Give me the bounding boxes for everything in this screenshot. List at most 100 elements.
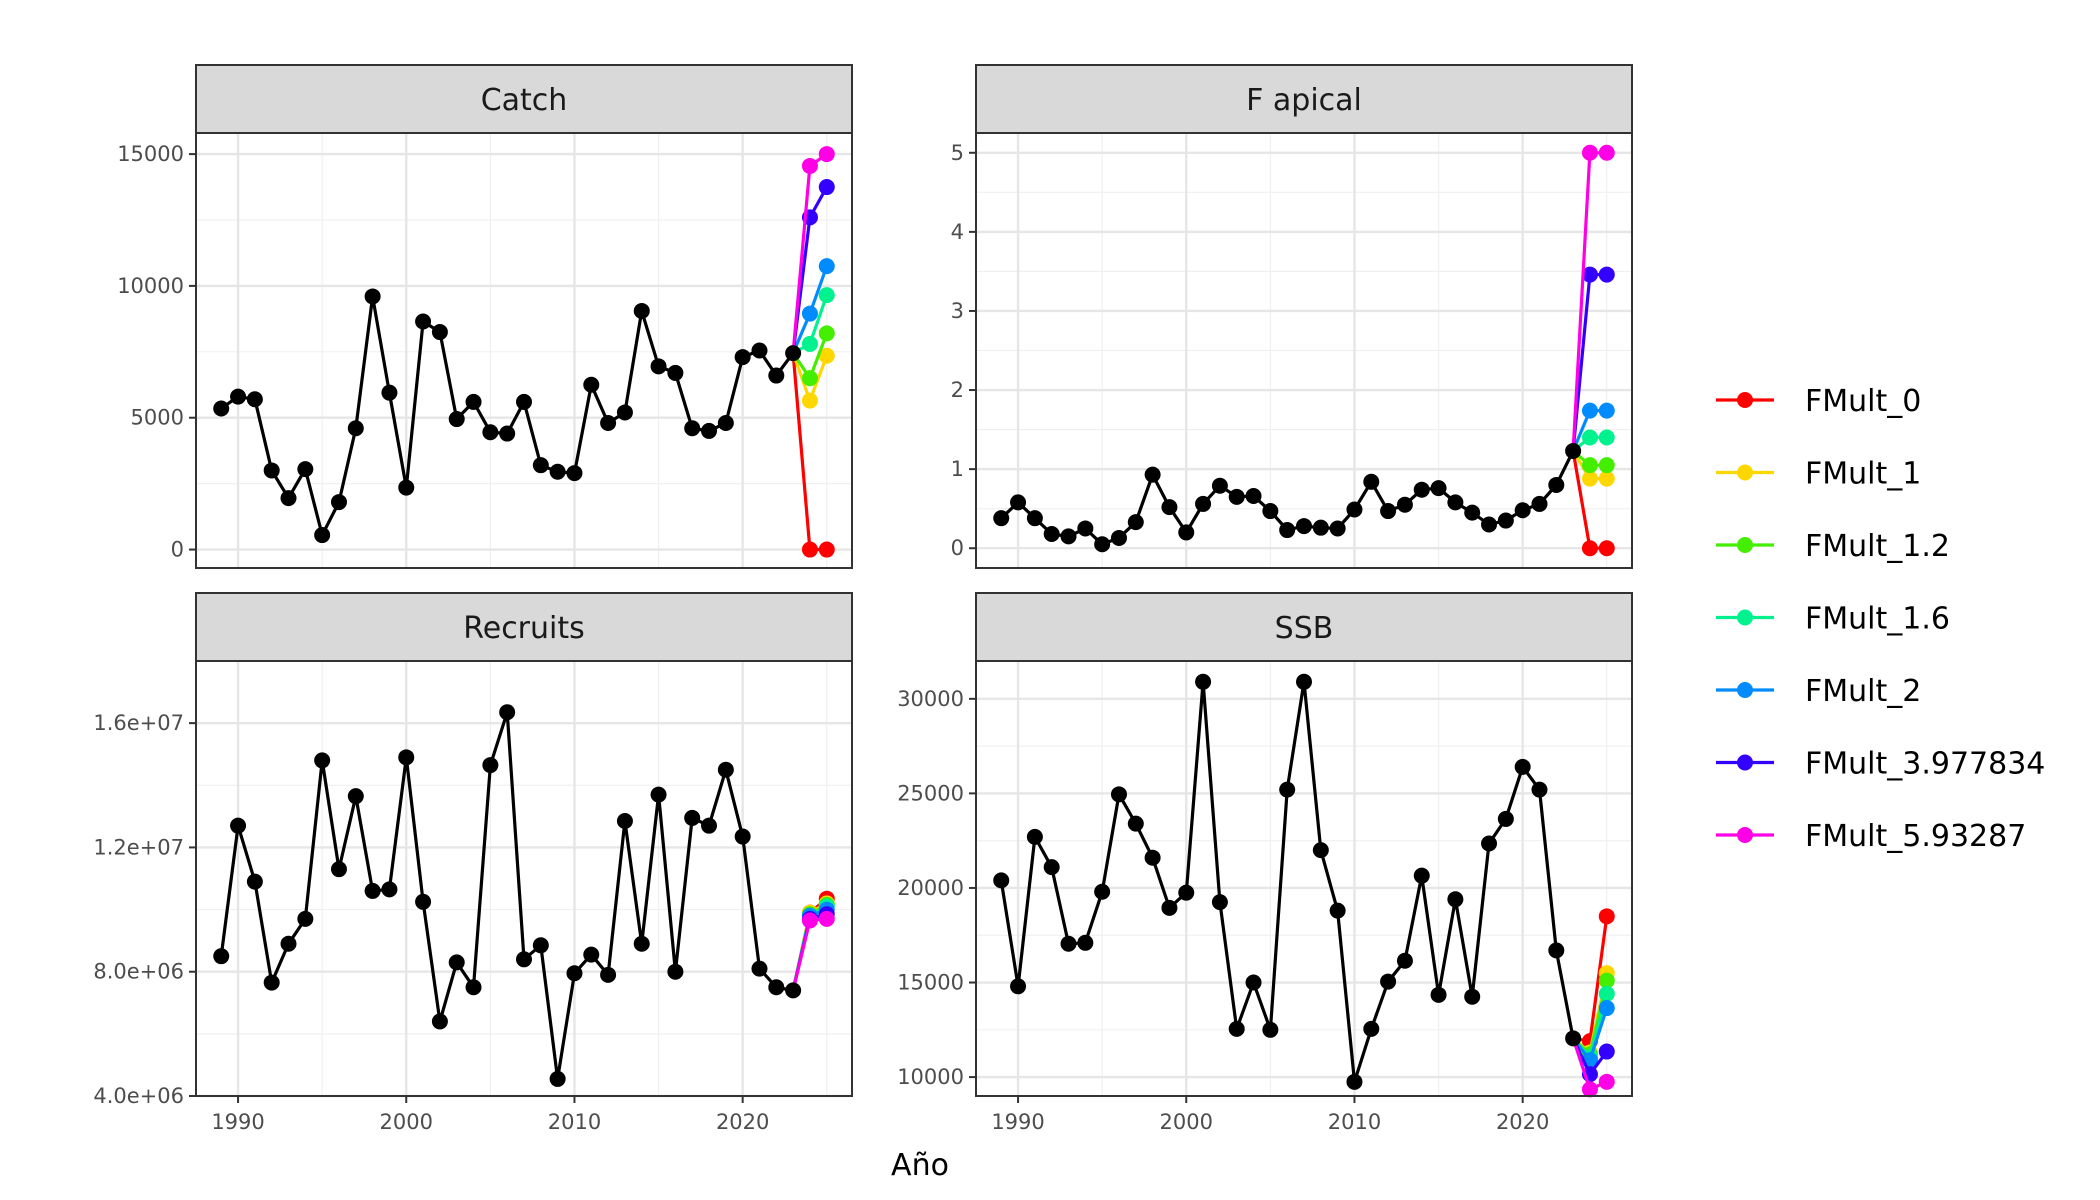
data-point: [818, 347, 835, 364]
data-point: [347, 420, 364, 437]
x-tick-label: 2000: [1160, 1110, 1213, 1134]
data-point: [667, 963, 684, 980]
data-point: [1094, 536, 1111, 553]
y-tick-label: 20000: [897, 876, 964, 900]
data-point: [1346, 501, 1363, 518]
data-point: [1598, 457, 1615, 474]
data-point: [415, 893, 432, 910]
panel-data: [993, 673, 1615, 1098]
data-point: [482, 757, 499, 774]
data-point: [1110, 786, 1127, 803]
data-point: [1262, 1021, 1279, 1038]
data-point: [1380, 973, 1397, 990]
data-point: [768, 979, 785, 996]
data-point: [1413, 867, 1430, 884]
data-point: [1195, 673, 1212, 690]
data-point: [1060, 528, 1077, 545]
legend-label: FMult_1.6: [1805, 602, 1950, 637]
data-point: [499, 704, 516, 721]
data-point: [1430, 480, 1447, 497]
data-point: [1296, 518, 1312, 535]
data-point: [1363, 1020, 1380, 1037]
data-point: [1077, 520, 1094, 537]
x-tick-label: 1990: [211, 1110, 264, 1134]
data-point: [1228, 488, 1245, 505]
legend-label: FMult_1.2: [1805, 529, 1950, 564]
data-point: [1514, 502, 1531, 519]
facet-strip: [975, 64, 1633, 134]
data-point: [246, 391, 263, 408]
data-point: [1581, 144, 1598, 161]
data-point: [1581, 429, 1598, 446]
legend-item: FMult_1: [1716, 457, 1921, 492]
x-tick-label: 2010: [548, 1110, 601, 1134]
data-point: [818, 325, 835, 342]
facet-panels: Catch 0 5000 10000 15000 F apical 0 1 2 3 4 5 Recrui…: [93, 64, 1633, 1134]
data-point: [431, 324, 448, 341]
data-point: [1127, 514, 1144, 531]
y-tick-label: 3: [951, 299, 964, 323]
legend-label: FMult_5.93287: [1805, 819, 2026, 854]
data-point: [1211, 477, 1228, 494]
data-point: [1144, 849, 1161, 866]
data-point: [1127, 815, 1144, 832]
data-point: [532, 937, 549, 954]
data-point: [1245, 974, 1262, 991]
data-point: [448, 954, 465, 971]
panel-data: [213, 704, 835, 1087]
data-point: [398, 479, 415, 496]
data-point: [1211, 894, 1228, 911]
y-tick-label: 8.0e+06: [93, 960, 184, 984]
data-point: [1581, 470, 1598, 487]
legend-label: FMult_0: [1805, 384, 1921, 419]
data-point: [633, 302, 650, 319]
data-point: [347, 788, 364, 805]
facet-strip-label: Catch: [481, 83, 568, 118]
y-tick-label: 4: [951, 220, 964, 244]
y-tick-label: 0: [951, 536, 964, 560]
x-tick-label: 2000: [380, 1110, 433, 1134]
data-point: [314, 752, 331, 769]
y-tick-label: 30000: [897, 687, 964, 711]
facet-strip-label: SSB: [1275, 611, 1334, 646]
data-point: [314, 527, 331, 544]
x-tick-label: 2020: [716, 1110, 769, 1134]
data-point: [1413, 481, 1430, 498]
data-point: [532, 457, 549, 474]
legend-item: FMult_5.93287: [1716, 819, 2026, 854]
data-point: [1514, 758, 1531, 775]
x-axis-title: Año: [891, 1148, 949, 1183]
data-point: [415, 313, 432, 330]
data-point: [1110, 529, 1127, 546]
data-point: [1598, 1000, 1615, 1017]
data-point: [801, 392, 818, 409]
data-point: [1245, 488, 1262, 505]
panel-data: [213, 146, 835, 558]
data-point: [1144, 466, 1161, 483]
legend-item: FMult_0: [1716, 384, 1921, 419]
y-tick-label: 5: [951, 141, 964, 165]
data-point: [1195, 495, 1212, 512]
data-point: [1094, 883, 1111, 900]
data-point: [1598, 972, 1615, 989]
data-point: [684, 420, 701, 437]
legend: FMult_0 FMult_1 FMult_1.2 FMult_1.6 FMult_2 F…: [1716, 384, 2045, 854]
data-point: [1598, 1043, 1615, 1060]
data-point: [1464, 504, 1481, 521]
data-point: [1598, 1073, 1615, 1090]
facet-strip-label: Recruits: [463, 611, 585, 646]
data-point: [768, 367, 785, 384]
data-point: [818, 179, 835, 196]
data-point: [1497, 512, 1514, 529]
data-point: [734, 828, 751, 845]
data-point: [785, 982, 802, 999]
data-point: [1060, 935, 1077, 952]
data-point: [431, 1013, 448, 1030]
data-point: [1598, 144, 1615, 161]
data-point: [213, 948, 230, 965]
legend-label: FMult_1: [1805, 457, 1921, 492]
data-point: [1565, 442, 1582, 459]
y-tick-label: 10000: [117, 274, 184, 298]
data-point: [1296, 673, 1312, 690]
data-point: [381, 881, 398, 898]
